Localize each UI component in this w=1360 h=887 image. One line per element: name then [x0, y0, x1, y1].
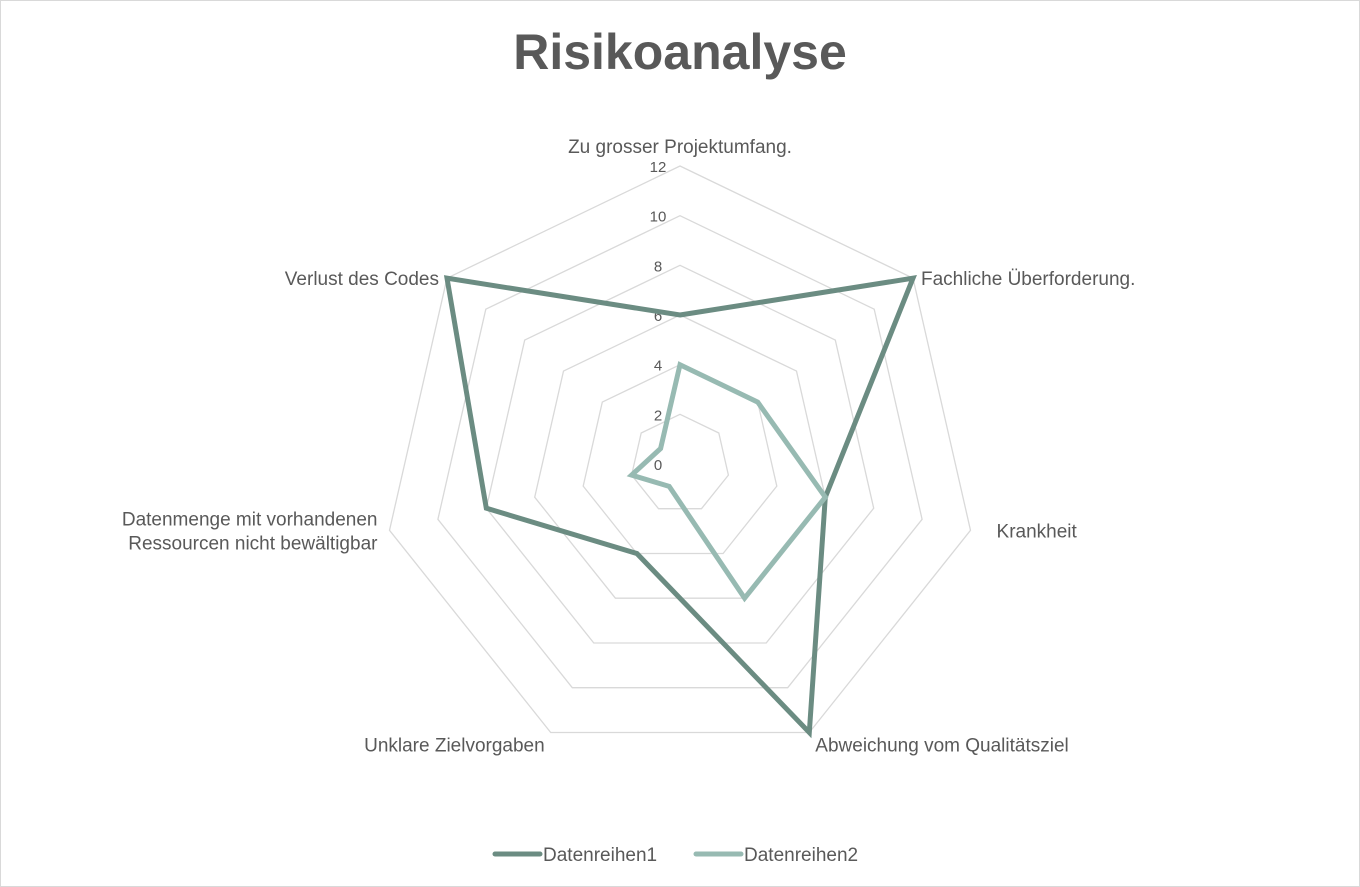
grid-ring-8	[485, 264, 875, 644]
category-label: Datenmenge mit vorhandenen Ressourcen nic…	[122, 509, 378, 554]
grid-ring-10	[437, 214, 923, 689]
category-label: Zu grosser Projektumfang.	[568, 137, 792, 158]
grid-ring-2	[630, 413, 730, 510]
category-label: Unklare Zielvorgaben	[364, 735, 545, 756]
tick-label: 2	[654, 407, 662, 424]
grid-ring-4	[582, 363, 778, 555]
category-label: Krankheit	[997, 521, 1078, 542]
chart-title: Risikoanalyse	[513, 24, 847, 80]
series-line-2	[626, 361, 829, 603]
tick-label: 12	[650, 159, 667, 176]
tick-label: 4	[654, 358, 662, 375]
grid-ring-12	[388, 165, 972, 734]
category-label: Verlust des Codes	[285, 269, 439, 290]
legend-label: Datenreihen1	[543, 845, 657, 866]
series-line-1	[443, 275, 917, 739]
tick-label: 10	[650, 209, 667, 226]
legend-label: Datenreihen2	[744, 845, 858, 866]
category-label: Fachliche Überforderung.	[921, 269, 1135, 290]
tick-label: 8	[654, 258, 662, 275]
tick-label: 0	[654, 457, 662, 474]
tick-label: 6	[654, 308, 662, 325]
category-label: Abweichung vom Qualitätsziel	[815, 735, 1068, 756]
